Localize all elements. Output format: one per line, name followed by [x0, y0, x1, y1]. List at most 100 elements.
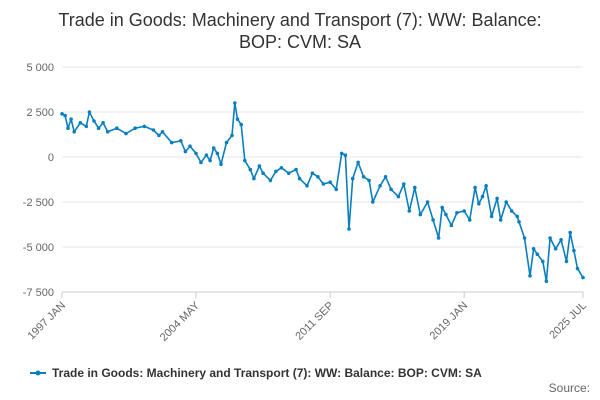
data-point[interactable] [235, 117, 240, 121]
data-point[interactable] [279, 166, 284, 170]
data-point[interactable] [268, 178, 273, 183]
data-point[interactable] [389, 187, 393, 192]
data-point[interactable] [157, 133, 161, 138]
data-point[interactable] [297, 176, 302, 181]
data-point[interactable] [215, 151, 220, 156]
data-point[interactable] [440, 205, 445, 210]
data-point[interactable] [347, 227, 351, 231]
data-point[interactable] [356, 160, 360, 165]
data-point[interactable] [211, 146, 216, 150]
data-point[interactable] [568, 230, 572, 235]
data-point[interactable] [350, 176, 355, 181]
data-point[interactable] [361, 175, 366, 179]
data-point[interactable] [124, 131, 128, 136]
data-point[interactable] [160, 130, 165, 134]
data-point[interactable] [541, 259, 545, 264]
data-point[interactable] [316, 175, 320, 179]
data-point[interactable] [208, 158, 212, 163]
data-point[interactable] [60, 112, 64, 116]
data-point[interactable] [343, 153, 348, 157]
data-point[interactable] [473, 185, 477, 190]
data-point[interactable] [517, 220, 521, 224]
data-point[interactable] [396, 194, 401, 199]
data-point[interactable] [66, 126, 70, 130]
data-point[interactable] [252, 176, 256, 181]
data-point[interactable] [63, 113, 67, 118]
data-point[interactable] [528, 274, 532, 278]
data-point[interactable] [559, 238, 563, 242]
data-point[interactable] [383, 175, 388, 179]
data-point[interactable] [498, 218, 503, 222]
data-point[interactable] [489, 214, 494, 219]
data-point[interactable] [261, 171, 265, 175]
data-point[interactable] [544, 279, 549, 284]
data-point[interactable] [257, 164, 262, 168]
data-point[interactable] [239, 122, 243, 127]
data-point[interactable] [179, 139, 183, 143]
data-point[interactable] [248, 167, 253, 172]
data-point[interactable] [484, 184, 488, 188]
data-point[interactable] [199, 160, 203, 165]
data-point[interactable] [402, 182, 406, 186]
data-point[interactable] [151, 128, 156, 132]
data-point[interactable] [188, 144, 192, 148]
data-point[interactable] [477, 202, 481, 206]
data-point[interactable] [548, 236, 552, 240]
data-point[interactable] [509, 209, 514, 213]
data-point[interactable] [183, 149, 188, 154]
data-point[interactable] [204, 153, 209, 157]
data-point[interactable] [462, 209, 467, 213]
data-point[interactable] [294, 167, 298, 172]
data-point[interactable] [328, 180, 333, 184]
data-point[interactable] [413, 185, 417, 190]
data-point[interactable] [480, 194, 485, 199]
data-point[interactable] [575, 266, 580, 271]
data-point[interactable] [367, 178, 371, 183]
data-point[interactable] [431, 218, 435, 222]
data-point[interactable] [96, 126, 101, 130]
data-point[interactable] [84, 124, 89, 129]
data-point[interactable] [219, 162, 223, 166]
data-point[interactable] [553, 247, 558, 251]
data-point[interactable] [321, 182, 326, 186]
data-point[interactable] [105, 130, 110, 134]
data-point[interactable] [101, 121, 105, 125]
data-point[interactable] [72, 130, 76, 134]
data-point[interactable] [407, 209, 412, 213]
data-point[interactable] [69, 117, 73, 121]
data-point[interactable] [233, 101, 237, 105]
data-point[interactable] [371, 200, 375, 204]
data-point[interactable] [78, 121, 83, 125]
data-point[interactable] [115, 126, 119, 130]
data-point[interactable] [535, 252, 540, 256]
data-point[interactable] [274, 169, 278, 174]
data-point[interactable] [310, 171, 315, 175]
data-point[interactable] [522, 236, 527, 240]
data-point[interactable] [572, 248, 576, 253]
data-point[interactable] [531, 247, 536, 251]
data-point[interactable] [142, 124, 147, 129]
data-point[interactable] [515, 214, 519, 219]
data-point[interactable] [444, 212, 448, 217]
data-point[interactable] [378, 184, 382, 188]
data-point[interactable] [230, 133, 234, 138]
data-point[interactable] [305, 184, 309, 188]
data-point[interactable] [169, 140, 174, 145]
data-point[interactable] [495, 196, 499, 201]
data-point[interactable] [92, 119, 96, 123]
data-point[interactable] [243, 158, 247, 163]
data-point[interactable] [194, 151, 198, 156]
data-point[interactable] [581, 275, 585, 280]
data-point[interactable] [504, 200, 509, 204]
data-point[interactable] [455, 211, 459, 215]
legend[interactable]: Trade in Goods: Machinery and Transport … [30, 366, 482, 380]
data-point[interactable] [339, 151, 344, 156]
data-point[interactable] [133, 126, 137, 130]
data-point[interactable] [449, 223, 454, 228]
data-point[interactable] [564, 259, 569, 264]
data-point[interactable] [418, 212, 423, 217]
data-point[interactable] [425, 200, 430, 204]
data-point[interactable] [286, 171, 291, 175]
data-point[interactable] [436, 236, 441, 240]
data-point[interactable] [334, 187, 339, 192]
